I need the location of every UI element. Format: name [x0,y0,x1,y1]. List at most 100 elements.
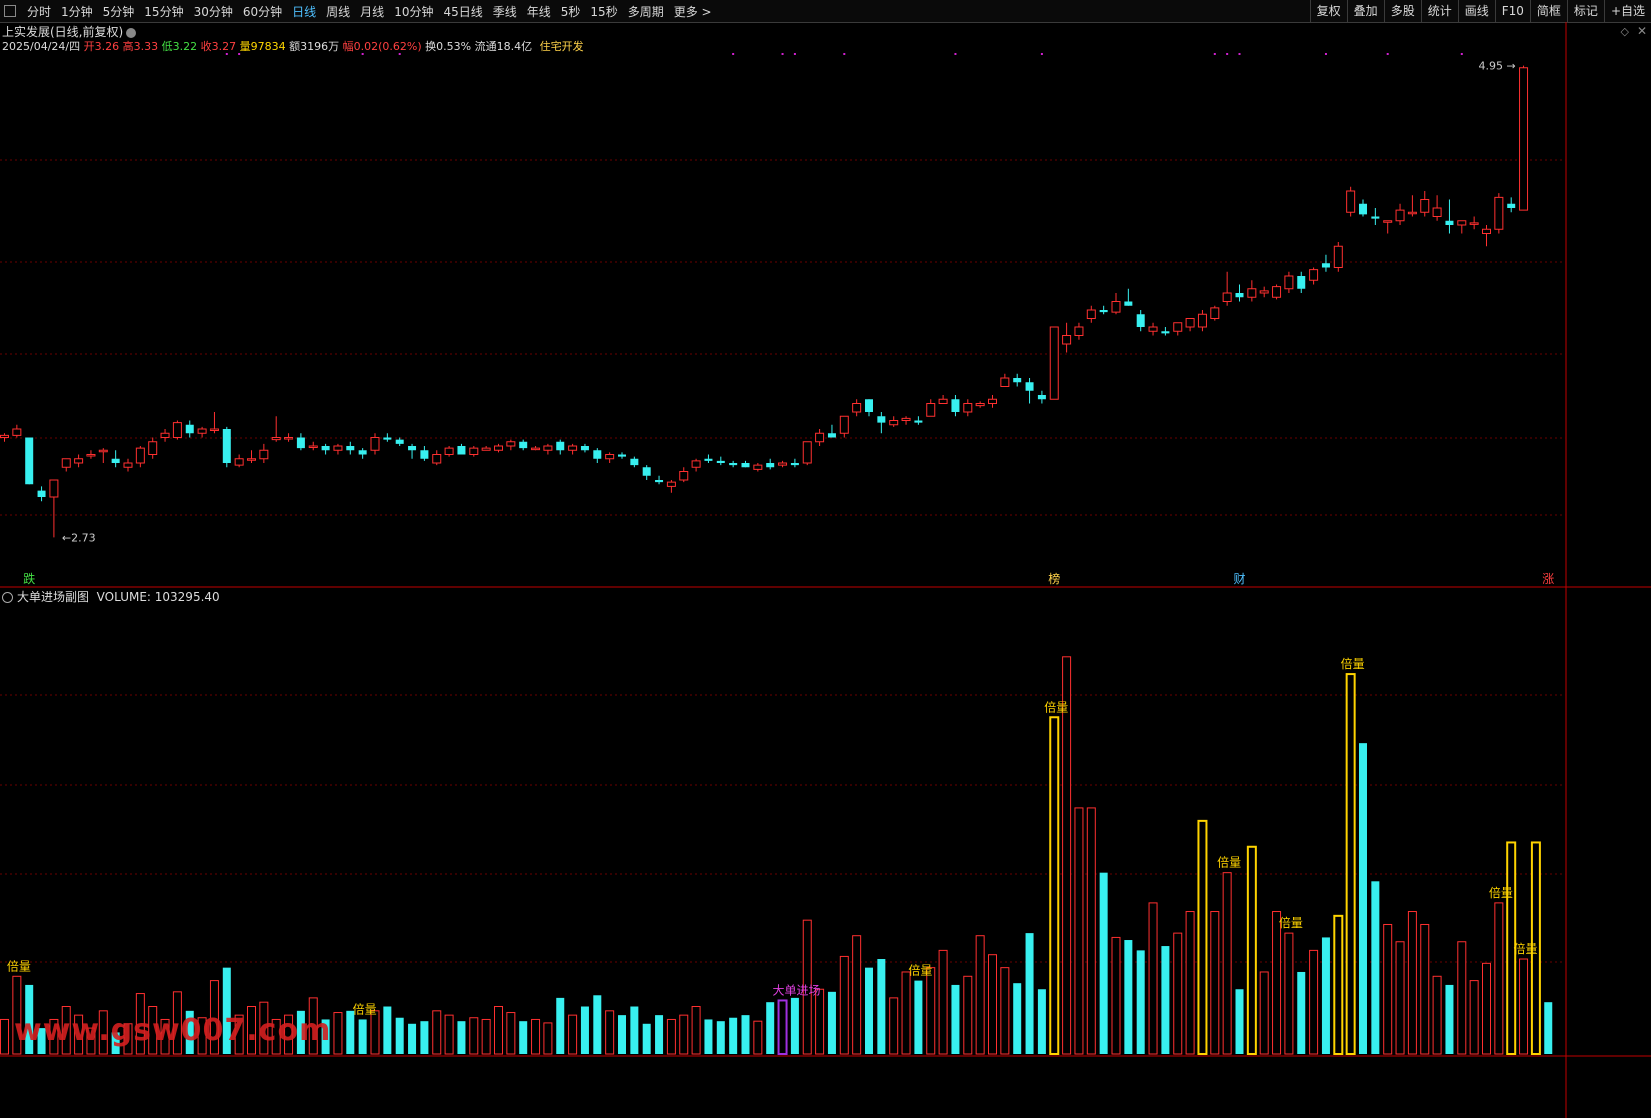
turnover-value: 0.53% [436,40,472,53]
volume-bar-60 [741,1015,750,1054]
price-marker-3: 涨 [1542,571,1554,586]
volume-bar-49 [605,1010,615,1055]
candle-body-68 [839,415,849,434]
candle-body-108 [1333,245,1343,268]
volume-bar-24 [296,1010,305,1054]
tab-period-7[interactable]: 周线 [326,4,351,19]
volume-bar-6 [74,1014,84,1055]
tab-period-10[interactable]: 45日线 [443,4,483,19]
high-label: 高 [122,40,134,53]
candle-body-49 [605,454,615,460]
tab-period-6[interactable]: 日线 [292,4,317,19]
candle-body-80 [988,398,997,404]
volume-bar-63 [777,999,788,1056]
volume-readout: VOLUME: 103295.40 [96,590,220,604]
tab-period-3[interactable]: 15分钟 [144,4,184,19]
tab-period-9[interactable]: 10分钟 [394,4,434,19]
volume-bar-121 [1494,902,1504,1055]
candle-body-105 [1297,276,1306,289]
diamond-icon[interactable]: ◇ [1620,25,1629,38]
signal-dot-11 [1226,53,1229,55]
volume-bar-5 [61,1006,71,1055]
tool-button-6[interactable]: 简框 [1529,0,1567,22]
candle-body-28 [346,446,355,451]
volume-label-1: 倍量 [353,1001,377,1016]
tool-button-7[interactable]: 标记 [1566,0,1604,22]
stock-title-line: 上实发展(日线,前复权) [2,23,137,40]
tool-button-2[interactable]: 多股 [1383,0,1421,22]
candle-body-15 [185,424,194,434]
volume-bar-71 [877,959,886,1054]
candle-body-9 [111,458,120,463]
close-icon[interactable]: ✕ [1636,24,1647,38]
volume-bar-20 [247,1006,256,1055]
candle-body-91 [1124,301,1133,306]
volume-value: 97834 [250,40,286,53]
tool-button-8[interactable]: +自选 [1603,0,1651,22]
signal-dot-6 [793,53,796,55]
amount-value: 3196万 [300,40,340,53]
change-value: 0.02(0.62%) [353,40,422,53]
settings-icon[interactable] [126,27,137,38]
volume-bar-91 [1124,940,1133,1054]
candle-body-54 [666,481,676,487]
volume-bar-8 [98,1010,108,1055]
volume-bar-42 [519,1021,528,1054]
watermark: www.gsw007.com [14,1013,332,1048]
tool-button-0[interactable]: 复权 [1309,0,1347,22]
tool-button-5[interactable]: F10 [1494,0,1530,22]
candle-body-102 [1259,290,1269,294]
volume-bar-120 [1482,962,1491,1055]
tool-button-4[interactable]: 画线 [1457,0,1495,22]
candle-body-76 [938,398,948,404]
candle-body-41 [506,441,516,447]
tool-button-3[interactable]: 统计 [1420,0,1458,22]
tab-period-1[interactable]: 1分钟 [61,4,93,19]
collapse-icon[interactable] [2,592,13,603]
volume-bar-18 [222,967,231,1054]
volume-bar-19 [234,1014,244,1055]
candle-body-25 [308,445,318,448]
tab-period-14[interactable]: 15秒 [590,4,618,19]
tab-period-5[interactable]: 60分钟 [242,4,283,19]
candle-body-36 [444,447,454,455]
volume-bar-96 [1185,911,1195,1055]
candle-body-77 [951,399,960,412]
float-label: 流通 [474,40,497,53]
candle-body-107 [1321,263,1330,268]
tab-period-13[interactable]: 5秒 [560,4,581,19]
candle-body-104 [1284,275,1294,290]
candle-body-45 [556,441,565,451]
tab-period-8[interactable]: 月线 [360,4,385,19]
volume-bar-27 [333,1012,343,1055]
tab-period-2[interactable]: 5分钟 [102,4,135,19]
candle-body-113 [1395,209,1405,222]
signal-dot-9 [1040,53,1043,55]
volume-bar-30 [370,1010,380,1055]
candle-body-0 [0,434,9,438]
tab-period-15[interactable]: 多周期 [627,4,664,19]
volume-bar-95 [1173,932,1183,1055]
close-label: 收 [200,40,212,53]
panel-toggle-icon[interactable] [4,5,16,17]
volume-bar-118 [1457,941,1467,1055]
tab-period-16[interactable]: 更多 > [673,4,712,19]
volume-bar-124 [1530,841,1541,1055]
volume-bar-10 [123,1023,133,1055]
sector-tag[interactable]: 住宅开发 [539,40,584,53]
tool-button-1[interactable]: 叠加 [1346,0,1384,22]
candle-body-92 [1136,314,1145,327]
volume-bar-47 [580,1006,589,1054]
tab-period-0[interactable]: 分时 [27,4,52,19]
candle-body-11 [135,447,145,464]
tab-period-11[interactable]: 季线 [492,4,517,19]
volume-bar-55 [679,1014,689,1055]
tab-period-4[interactable]: 30分钟 [193,4,233,19]
candle-body-44 [543,445,553,451]
tab-period-12[interactable]: 年线 [526,4,551,19]
candle-body-50 [618,454,626,457]
volume-bar-40 [494,1006,503,1055]
volume-bar-45 [556,997,565,1054]
volume-bar-62 [766,1002,775,1054]
